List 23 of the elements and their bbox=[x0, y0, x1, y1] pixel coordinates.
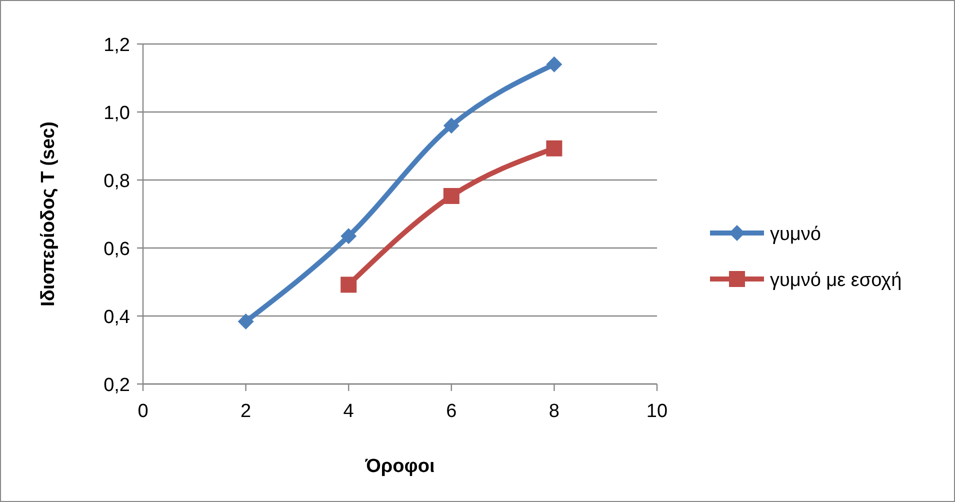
x-axis-title: Όροφοι bbox=[364, 456, 435, 477]
x-tick-label: 2 bbox=[240, 401, 252, 422]
x-tick-label: 8 bbox=[548, 401, 560, 422]
legend-label: γυμνό με εσοχή bbox=[770, 270, 902, 291]
x-tick-label: 4 bbox=[343, 401, 354, 422]
y-axis-title: Ιδιοπερίοδος T (sec) bbox=[38, 122, 59, 306]
x-tick-label: 10 bbox=[646, 401, 668, 422]
point bbox=[443, 188, 460, 204]
point bbox=[340, 228, 357, 244]
y-tick-label: 0,6 bbox=[104, 239, 130, 260]
point bbox=[546, 56, 562, 72]
y-tick-label: 0,8 bbox=[104, 171, 130, 192]
point bbox=[340, 276, 357, 293]
point bbox=[546, 140, 562, 156]
y-tick-label: 1,2 bbox=[104, 35, 130, 56]
x-tick-label: 6 bbox=[446, 401, 457, 422]
y-tick-label: 1,0 bbox=[104, 103, 130, 124]
legend-label: γυμνό bbox=[770, 224, 821, 245]
point bbox=[238, 313, 254, 330]
y-tick-label: 0,2 bbox=[104, 375, 130, 396]
y-tick-label: 0,4 bbox=[104, 307, 130, 328]
x-tick-label: 0 bbox=[138, 401, 148, 422]
point bbox=[443, 118, 460, 134]
